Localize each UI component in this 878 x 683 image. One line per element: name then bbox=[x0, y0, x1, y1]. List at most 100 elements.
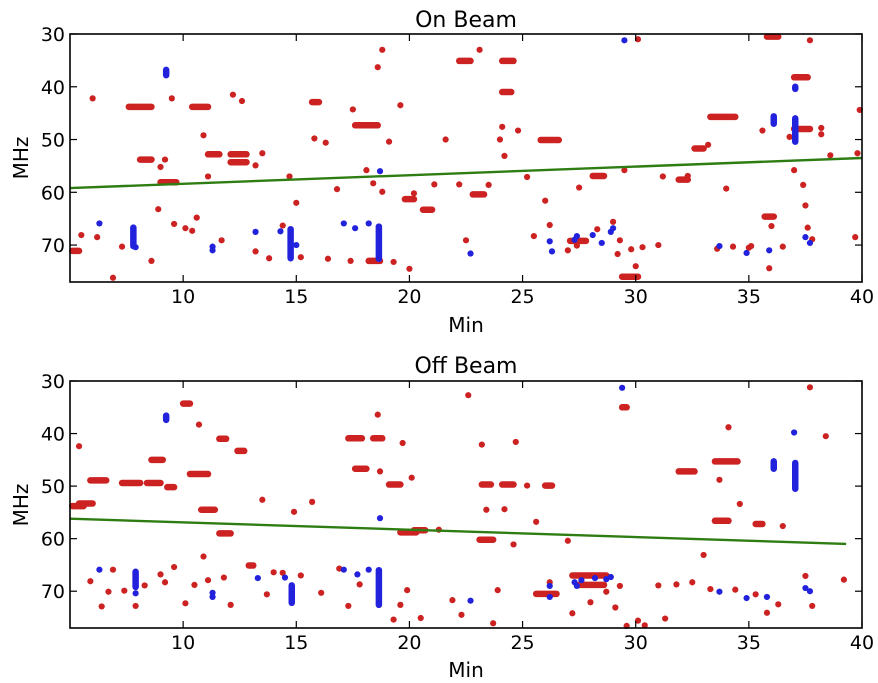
x-tick-label: 15 bbox=[284, 632, 308, 654]
red-point bbox=[322, 139, 329, 146]
red-point bbox=[148, 257, 155, 264]
red-point bbox=[399, 439, 406, 447]
red-point bbox=[634, 36, 642, 43]
x-tick-label: 25 bbox=[510, 632, 534, 654]
red-point bbox=[496, 136, 504, 143]
red-point bbox=[786, 133, 793, 140]
red-point bbox=[514, 127, 522, 134]
red-point bbox=[546, 221, 553, 229]
y-tick-label: 30 bbox=[41, 371, 65, 393]
blue-point bbox=[277, 228, 284, 235]
red-point bbox=[614, 250, 621, 258]
red-point bbox=[263, 591, 270, 598]
red-point bbox=[397, 601, 404, 608]
red-point bbox=[168, 95, 175, 102]
red-point bbox=[374, 64, 381, 71]
red-point bbox=[478, 441, 485, 448]
red-point bbox=[530, 232, 537, 240]
red-point bbox=[410, 190, 418, 197]
red-point bbox=[736, 500, 743, 508]
red-point bbox=[449, 597, 456, 604]
y-tick-label: 60 bbox=[41, 529, 65, 551]
blue-point bbox=[252, 228, 259, 235]
red-point bbox=[132, 602, 139, 610]
blue-point bbox=[96, 220, 103, 227]
red-point bbox=[490, 620, 497, 627]
red-point bbox=[293, 199, 300, 206]
plot-layer bbox=[69, 384, 847, 629]
red-point bbox=[75, 443, 83, 450]
y-tick-label: 70 bbox=[41, 581, 65, 603]
red-point bbox=[705, 141, 712, 148]
blue-point bbox=[609, 225, 617, 232]
red-point bbox=[523, 482, 531, 489]
red-point bbox=[542, 197, 549, 204]
red-point bbox=[397, 102, 404, 109]
red-point bbox=[779, 243, 786, 250]
red-point bbox=[270, 569, 277, 576]
red-point bbox=[356, 581, 363, 588]
y-ticks: 30 40 50 60 70 bbox=[41, 24, 862, 257]
red-point bbox=[259, 496, 266, 503]
red-point bbox=[279, 222, 286, 229]
blue-point bbox=[467, 250, 474, 257]
red-point bbox=[374, 411, 381, 418]
red-point bbox=[621, 167, 628, 174]
red-point bbox=[564, 537, 571, 544]
red-point bbox=[155, 206, 162, 213]
blue-point bbox=[376, 168, 384, 175]
red-point bbox=[822, 433, 829, 440]
blue-point bbox=[209, 247, 216, 254]
blue-point bbox=[365, 220, 372, 227]
red-point bbox=[655, 241, 662, 249]
red-point bbox=[259, 150, 266, 157]
red-point bbox=[141, 582, 148, 589]
red-point bbox=[752, 591, 759, 598]
red-point bbox=[94, 234, 101, 241]
panel-title: Off Beam bbox=[414, 354, 517, 379]
blue-point bbox=[621, 37, 628, 44]
blue-point bbox=[467, 597, 474, 604]
red-point bbox=[485, 181, 492, 189]
red-point bbox=[204, 577, 212, 584]
red-point bbox=[501, 506, 508, 513]
red-point bbox=[349, 106, 356, 113]
red-point bbox=[483, 506, 490, 513]
red-point bbox=[266, 255, 273, 262]
red-point bbox=[523, 173, 531, 181]
x-ticks: 10 15 20 25 30 35 40 bbox=[171, 34, 874, 308]
red-point bbox=[748, 243, 755, 250]
red-point bbox=[809, 602, 816, 610]
red-point bbox=[189, 227, 196, 234]
red-point bbox=[121, 587, 128, 594]
red-point bbox=[456, 181, 463, 188]
blue-point bbox=[716, 243, 723, 250]
x-tick-label: 20 bbox=[397, 286, 421, 308]
fit-line bbox=[69, 517, 847, 546]
red-point bbox=[363, 167, 370, 174]
red-point bbox=[840, 576, 847, 583]
blue-point bbox=[802, 584, 809, 592]
red-point bbox=[818, 131, 825, 138]
blue-point bbox=[791, 429, 798, 436]
blue-point bbox=[546, 238, 553, 245]
y-tick-label: 60 bbox=[41, 182, 65, 204]
blue-point bbox=[132, 590, 139, 597]
red-point bbox=[161, 579, 169, 586]
red-point bbox=[641, 622, 648, 629]
red-point bbox=[170, 220, 178, 228]
y-tick-label: 70 bbox=[41, 235, 65, 257]
red-point bbox=[634, 617, 642, 624]
blue-point bbox=[716, 588, 723, 595]
red-point bbox=[157, 163, 164, 171]
red-point bbox=[564, 247, 571, 254]
red-point bbox=[379, 46, 386, 53]
blue-point bbox=[365, 566, 372, 573]
y-axis-label: MHz bbox=[9, 484, 33, 527]
red-point bbox=[476, 46, 483, 53]
red-point bbox=[252, 162, 259, 169]
x-tick-label: 35 bbox=[737, 632, 761, 654]
red-point bbox=[290, 508, 298, 515]
red-point bbox=[333, 186, 341, 193]
